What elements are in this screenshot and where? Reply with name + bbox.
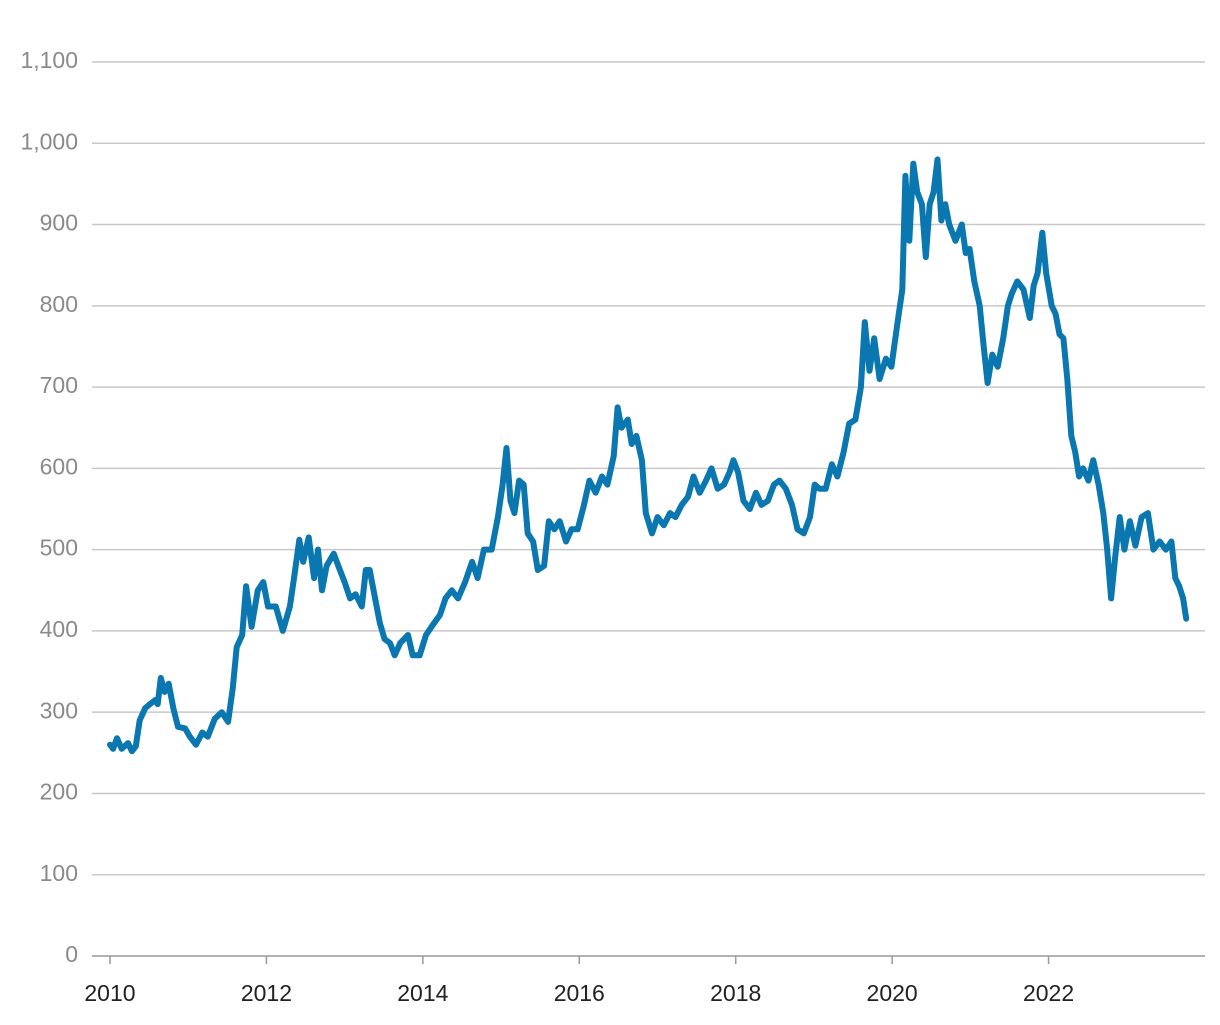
y-tick-label: 600 xyxy=(40,453,78,479)
x-tick-label: 2018 xyxy=(710,980,761,1006)
y-tick-label: 900 xyxy=(40,210,78,236)
y-tick-label: 700 xyxy=(40,372,78,398)
y-tick-label: 1,000 xyxy=(20,128,78,154)
x-tick-label: 2016 xyxy=(554,980,605,1006)
x-tick-label: 2010 xyxy=(84,980,135,1006)
y-tick-label: 100 xyxy=(40,860,78,886)
x-tick-label: 2020 xyxy=(867,980,918,1006)
x-tick-label: 2012 xyxy=(241,980,292,1006)
y-tick-label: 400 xyxy=(40,616,78,642)
y-tick-label: 300 xyxy=(40,697,78,723)
y-tick-label: 200 xyxy=(40,779,78,805)
x-tick-label: 2022 xyxy=(1023,980,1074,1006)
y-tick-label: 800 xyxy=(40,291,78,317)
y-tick-label: 500 xyxy=(40,535,78,561)
y-tick-label: 1,100 xyxy=(20,47,78,73)
x-tick-label: 2014 xyxy=(397,980,448,1006)
line xyxy=(107,156,1190,755)
y-tick-label: 0 xyxy=(65,941,78,967)
